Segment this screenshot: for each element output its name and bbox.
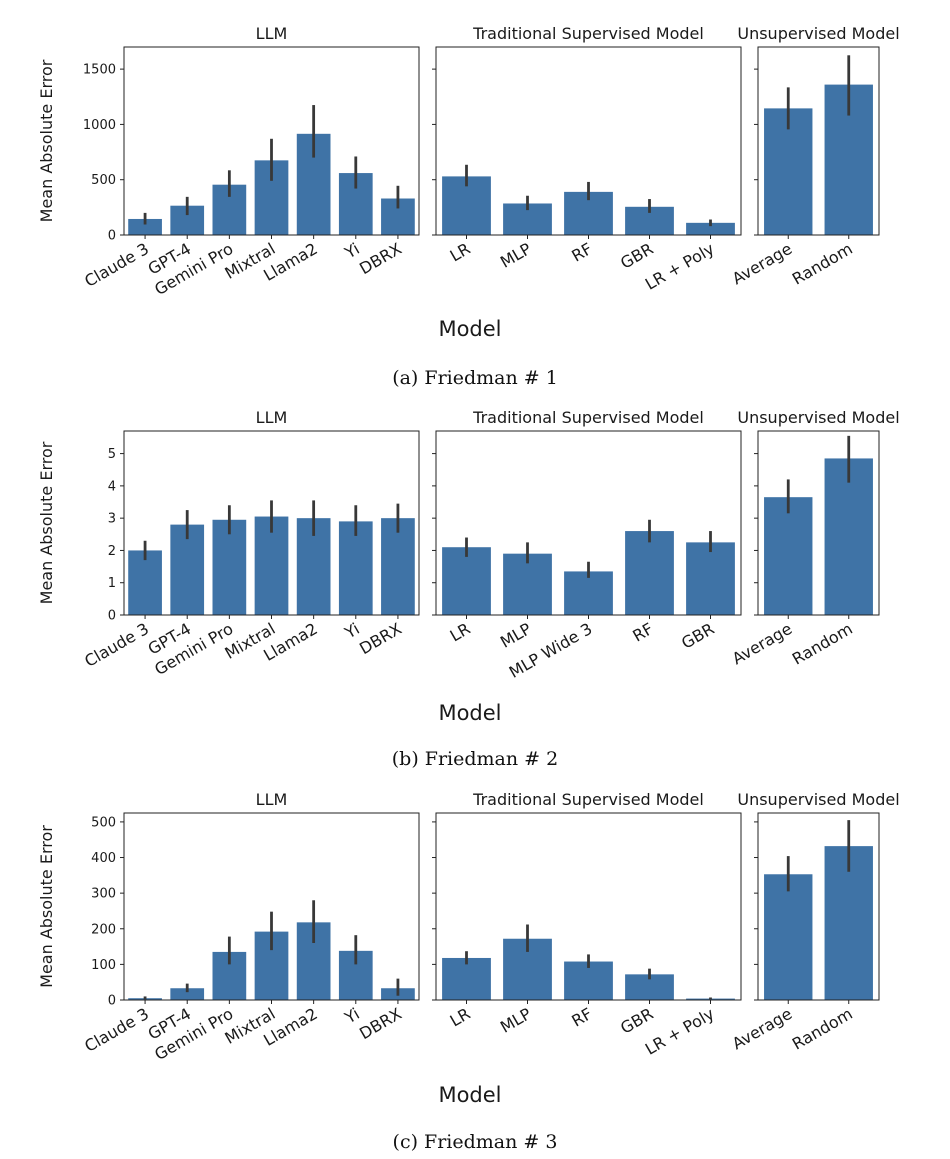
panel-frame: [757, 812, 880, 1001]
y-tick-label: 100: [91, 958, 116, 973]
x-tick-label: GBR: [678, 619, 717, 653]
panel-title: Unsupervised Model: [737, 408, 899, 427]
y-tick-label: 0: [108, 609, 116, 624]
y-tick-label: 1000: [83, 118, 116, 133]
bar: [381, 518, 415, 615]
bar: [686, 222, 735, 235]
x-tick-label: DBRX: [356, 619, 405, 658]
panel-title: LLM: [256, 408, 288, 427]
x-tick-label: Claude 3: [81, 619, 152, 671]
x-axis-label: Model: [438, 701, 501, 725]
x-tick-label: MLP: [497, 1004, 535, 1037]
x-tick-label: Claude 3: [81, 1004, 152, 1056]
y-tick-label: 300: [91, 887, 116, 902]
bar: [764, 874, 813, 1000]
figure-caption: (c) Friedman # 3: [392, 1131, 558, 1153]
bar: [686, 542, 735, 615]
y-axis-label: Mean Absolute Error: [37, 59, 56, 222]
y-tick-label: 4: [108, 479, 116, 494]
bar: [170, 988, 205, 1000]
panel-frame: [757, 430, 880, 616]
x-tick-label: DBRX: [356, 1004, 405, 1043]
x-tick-label: LR: [447, 239, 474, 265]
x-tick-label: RF: [568, 1004, 595, 1031]
x-tick-label: RF: [629, 619, 656, 646]
x-tick-label: Average: [729, 619, 795, 668]
figure-caption: (b) Friedman # 2: [391, 748, 559, 770]
bar: [442, 957, 491, 1000]
bar: [338, 521, 373, 615]
bar: [764, 108, 813, 235]
chart-panel: Traditional Supervised Model LR MLP RF GBRLR…: [432, 790, 742, 1059]
y-tick-label: 0: [108, 994, 116, 1009]
chart-panel: Traditional Supervised Model LR MLP RF GBRLR…: [432, 24, 742, 294]
x-axis-label: Model: [438, 317, 501, 341]
panel-title: LLM: [256, 790, 288, 809]
x-tick-label: DBRX: [356, 239, 405, 278]
y-tick-label: 5: [108, 447, 116, 462]
panel-title: Unsupervised Model: [737, 790, 899, 809]
y-tick-label: 2: [108, 544, 116, 559]
x-axis-label: Model: [438, 1083, 501, 1107]
x-tick-label: LR: [447, 619, 474, 645]
x-tick-label: LR: [447, 1004, 474, 1030]
x-tick-label: MLP: [497, 619, 535, 652]
panel-frame: [757, 46, 880, 236]
figure-caption: (a) Friedman # 1: [392, 367, 558, 389]
bar: [625, 531, 674, 615]
panel-title: Traditional Supervised Model: [472, 408, 704, 427]
bar: [170, 524, 205, 615]
y-tick-label: 0: [108, 229, 116, 244]
y-tick-label: 200: [91, 922, 116, 937]
x-tick-label: Claude 3: [81, 239, 152, 291]
x-tick-label: Average: [729, 239, 795, 288]
x-tick-label: MLP: [497, 239, 535, 272]
bar: [824, 458, 873, 615]
x-tick-label: Random: [789, 239, 856, 289]
x-tick-label: Random: [789, 619, 856, 669]
bar: [212, 519, 247, 615]
y-tick-label: 500: [91, 815, 116, 830]
x-tick-label: LR + Poly: [642, 239, 718, 294]
panel-title: Traditional Supervised Model: [472, 24, 704, 43]
bar: [128, 218, 162, 235]
bar: [564, 571, 613, 615]
y-tick-label: 500: [91, 173, 116, 188]
y-axis-label: Mean Absolute Error: [37, 441, 56, 604]
y-tick-label: 1: [108, 576, 116, 591]
y-tick-label: 3: [108, 512, 116, 527]
x-tick-label: Random: [789, 1004, 856, 1054]
y-tick-label: 1500: [83, 63, 116, 78]
panel-title: LLM: [256, 24, 288, 43]
x-tick-label: Average: [729, 1004, 795, 1053]
x-tick-label: RF: [568, 239, 595, 266]
bar: [254, 516, 289, 615]
x-tick-label: GBR: [617, 1004, 656, 1038]
panel-title: Unsupervised Model: [737, 24, 899, 43]
bar: [128, 550, 162, 615]
bar: [442, 547, 491, 615]
y-tick-label: 400: [91, 851, 116, 866]
bar: [764, 497, 813, 615]
x-tick-label: LR + Poly: [642, 1004, 718, 1059]
x-tick-label: GBR: [617, 239, 656, 273]
bar: [503, 553, 552, 615]
y-axis-label: Mean Absolute Error: [37, 825, 56, 988]
panel-title: Traditional Supervised Model: [472, 790, 704, 809]
